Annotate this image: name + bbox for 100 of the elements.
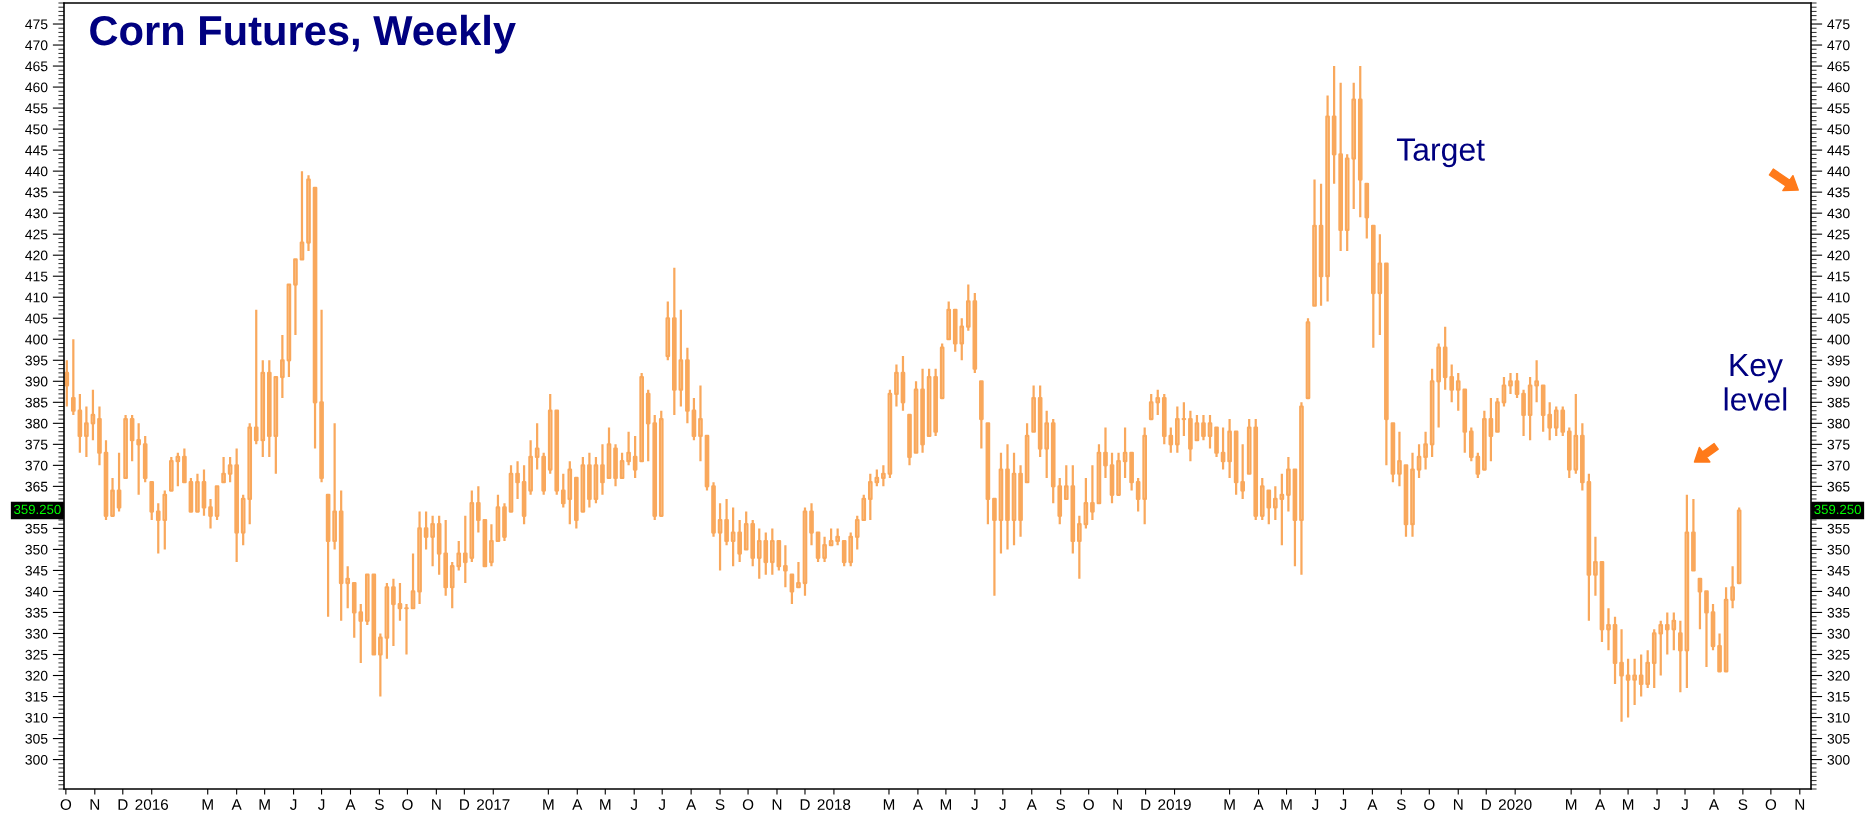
candlestick [1730, 565, 1735, 610]
candlestick [1482, 409, 1487, 471]
candlestick [1384, 262, 1389, 467]
x-tick-label: O [60, 799, 72, 810]
y-tick-label: 400 [25, 334, 48, 345]
y-tick-label: 305 [25, 733, 48, 744]
candlestick [730, 506, 736, 568]
x-tick-label: N [1113, 799, 1122, 810]
candlestick [502, 502, 507, 543]
x-tick-label: 2018 [817, 799, 851, 810]
x-tick-label: A [1595, 799, 1606, 810]
candlestick [280, 333, 285, 400]
y2-tick-label: 405 [1827, 313, 1850, 324]
annotation: Key level [1724, 354, 1787, 411]
y2-tick-label: 345 [1827, 565, 1850, 576]
candlestick [456, 539, 462, 572]
x-tick-label: N [772, 799, 782, 810]
candlestick [515, 460, 520, 501]
candlestick [1403, 464, 1409, 538]
candlestick [84, 405, 89, 459]
candlestick [1364, 182, 1370, 240]
candlestick [136, 422, 141, 496]
x-tick-label: N [1453, 799, 1463, 810]
candlestick [809, 502, 814, 547]
candlestick [1566, 426, 1572, 480]
y2-tick-label: 455 [1827, 103, 1850, 114]
candlestick [123, 413, 128, 480]
candlestick [1423, 430, 1428, 471]
x-tick-label: D [1481, 799, 1492, 810]
x-tick-label: A [345, 799, 356, 810]
x-tick-label: M [940, 799, 952, 810]
candlestick [1357, 64, 1363, 219]
y2-tick-label: 300 [1827, 754, 1850, 765]
candlestick [1717, 632, 1722, 673]
candlestick [149, 481, 155, 522]
candlestick [1429, 367, 1435, 459]
y2-tick-label: 435 [1827, 187, 1850, 198]
candlestick [992, 497, 997, 597]
candlestick [534, 422, 540, 471]
candlestick [998, 451, 1004, 555]
candlestick [1037, 384, 1043, 459]
x-tick-label: A [231, 799, 242, 810]
candlestick [619, 451, 625, 480]
candlestick [90, 388, 96, 442]
candlestick [1103, 426, 1108, 480]
candlestick [449, 560, 455, 610]
candlestick [1691, 497, 1696, 572]
x-tick-label: S [1738, 799, 1748, 810]
y-tick-label: 475 [25, 19, 48, 30]
y-tick-label: 380 [25, 418, 48, 429]
y2-tick-label: 325 [1827, 649, 1850, 660]
x-tick-label: A [1026, 799, 1037, 810]
candlestick [240, 493, 246, 547]
x-tick-label: O [1083, 799, 1094, 810]
candlestick [142, 434, 148, 484]
candlestick [169, 455, 174, 492]
candlestick [1723, 586, 1729, 673]
y2-tick-label: 450 [1827, 124, 1850, 135]
candlestick [234, 447, 239, 564]
candlestick [822, 535, 827, 564]
x-tick-label: A [912, 799, 923, 810]
candlestick [1135, 476, 1141, 513]
candlestick [97, 405, 102, 467]
candlestick [1638, 653, 1644, 698]
candlestick [1312, 178, 1317, 307]
x-tick-label: 2017 [477, 799, 510, 810]
candlestick [1606, 607, 1611, 652]
candlestick [364, 573, 370, 627]
y2-tick-label: 465 [1827, 61, 1850, 72]
candlestick [1227, 418, 1232, 480]
candlestick [273, 375, 279, 475]
candlestick [423, 510, 429, 551]
candlestick [1233, 430, 1239, 496]
candlestick [776, 539, 782, 572]
candlestick [717, 502, 723, 572]
x-tick-label: J [971, 799, 978, 810]
candlestick [1449, 363, 1455, 404]
chart-title: Corn Futures, Weekly [90, 14, 516, 54]
candlestick [1083, 476, 1089, 530]
x-tick-label: J [317, 799, 325, 810]
y2-tick-label: 475 [1827, 19, 1850, 30]
y-tick-label: 325 [25, 649, 48, 660]
candlestick [188, 476, 194, 513]
candlestick [1240, 443, 1245, 501]
candlestick [345, 565, 351, 610]
candlestick [312, 186, 318, 450]
candlestick [1338, 81, 1343, 253]
x-tick-label: M [543, 799, 554, 810]
candlestick [214, 485, 220, 522]
candlestick [1377, 233, 1383, 337]
x-tick-label: O [1765, 799, 1777, 810]
y2-tick-label: 355 [1827, 523, 1850, 534]
candlestick [913, 380, 919, 454]
x-tick-label: N [1795, 799, 1805, 810]
x-tick-label: O [1424, 799, 1435, 810]
candlestick [391, 577, 396, 648]
y-tick-label: 455 [25, 103, 48, 114]
candlestick [1468, 426, 1474, 463]
candlestick [495, 493, 501, 543]
candlestick [417, 510, 422, 606]
